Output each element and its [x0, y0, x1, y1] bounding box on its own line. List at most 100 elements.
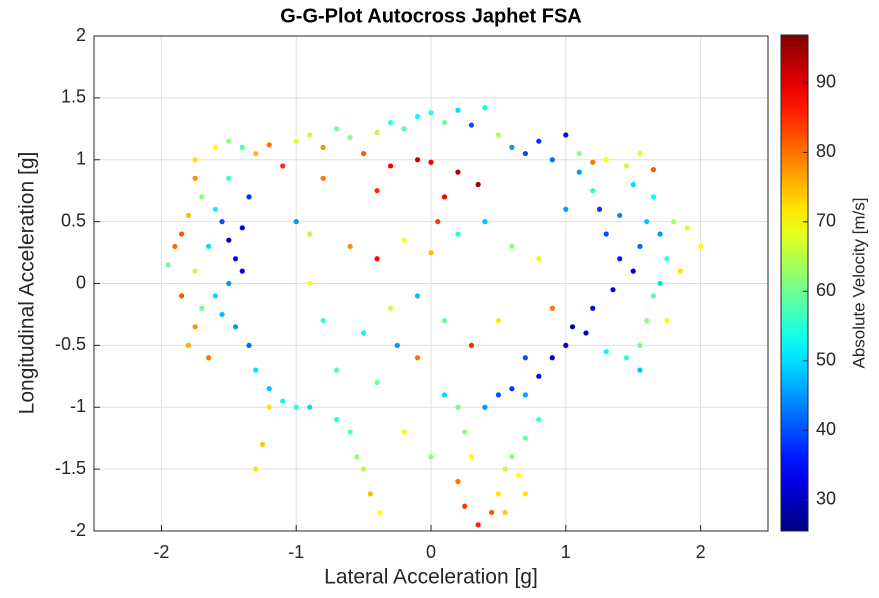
x-tick-label: -1 — [288, 542, 304, 562]
point — [569, 324, 576, 330]
point — [414, 293, 421, 299]
y-tick-label: 0 — [76, 272, 86, 292]
point — [374, 188, 380, 194]
point — [644, 318, 650, 324]
point — [212, 293, 218, 299]
point — [414, 113, 421, 120]
point — [199, 194, 205, 200]
point — [266, 142, 272, 148]
point — [590, 305, 596, 311]
point — [617, 212, 623, 219]
point — [205, 355, 212, 361]
point — [637, 342, 643, 348]
y-tick-label: -1.5 — [55, 458, 86, 478]
point — [226, 237, 232, 243]
point — [441, 120, 448, 126]
point — [377, 509, 383, 516]
point — [549, 305, 555, 311]
point — [482, 219, 488, 225]
point — [428, 249, 434, 256]
point — [495, 132, 501, 138]
point — [462, 503, 468, 509]
point — [623, 355, 630, 361]
point — [307, 404, 313, 410]
colorbar-tick-label: 90 — [816, 72, 836, 92]
point — [590, 159, 596, 165]
y-tick-label: 1 — [76, 149, 86, 169]
point — [307, 231, 313, 237]
chart-title: G-G-Plot Autocross Japhet FSA — [280, 5, 582, 27]
point — [179, 293, 185, 299]
point — [361, 330, 367, 336]
point — [428, 159, 434, 165]
point — [576, 169, 582, 175]
point — [246, 194, 252, 200]
point — [347, 429, 353, 435]
y-axis-label: Longitudinal Acceleration [g] — [16, 152, 39, 415]
point — [387, 120, 394, 126]
colorbar-tick-label: 60 — [816, 280, 836, 300]
y-tick-label: 2 — [76, 25, 86, 45]
point — [239, 225, 245, 231]
point — [320, 318, 326, 324]
point — [232, 256, 239, 262]
point — [347, 134, 353, 141]
x-tick-label: -2 — [153, 542, 169, 562]
point — [441, 194, 448, 200]
point — [596, 206, 603, 212]
point — [219, 311, 225, 318]
point — [489, 509, 495, 516]
point — [664, 318, 670, 324]
point — [320, 144, 326, 150]
point — [522, 392, 528, 398]
point — [495, 318, 501, 324]
point — [334, 417, 340, 423]
point — [590, 188, 596, 194]
point — [468, 122, 475, 128]
y-tick-label: 0.5 — [61, 210, 86, 230]
point — [502, 466, 508, 472]
point — [630, 181, 636, 188]
point — [563, 342, 569, 348]
point — [650, 167, 657, 173]
point — [462, 429, 468, 435]
point — [428, 454, 434, 460]
colorbar-tick-label: 70 — [816, 211, 836, 231]
point — [509, 454, 515, 460]
point — [239, 268, 245, 274]
point — [401, 126, 407, 132]
point — [657, 231, 663, 237]
x-tick-label: 1 — [561, 542, 571, 562]
point — [293, 219, 299, 225]
colorbar-tick-label: 30 — [816, 488, 836, 508]
point — [549, 355, 555, 361]
colorbar-tick-label: 40 — [816, 419, 836, 439]
point — [502, 509, 508, 516]
point — [226, 175, 232, 181]
point — [293, 404, 299, 410]
point — [650, 194, 657, 200]
x-axis-label: Lateral Acceleration [g] — [324, 566, 538, 589]
point — [637, 367, 643, 373]
point — [522, 491, 528, 497]
point — [468, 454, 475, 460]
point — [495, 392, 501, 398]
point — [516, 472, 522, 478]
point — [610, 287, 616, 293]
y-tick-label: 1.5 — [61, 87, 86, 107]
point — [361, 466, 367, 472]
point — [475, 181, 481, 188]
point — [603, 348, 609, 355]
point — [374, 379, 380, 386]
point — [441, 392, 448, 398]
point — [280, 398, 286, 404]
point — [455, 107, 461, 113]
point — [387, 163, 394, 169]
point — [192, 157, 198, 163]
point — [603, 157, 609, 163]
point — [698, 243, 704, 249]
colorbar-tick-label: 80 — [816, 141, 836, 161]
point — [509, 386, 515, 392]
point — [414, 157, 421, 163]
point — [266, 386, 272, 392]
